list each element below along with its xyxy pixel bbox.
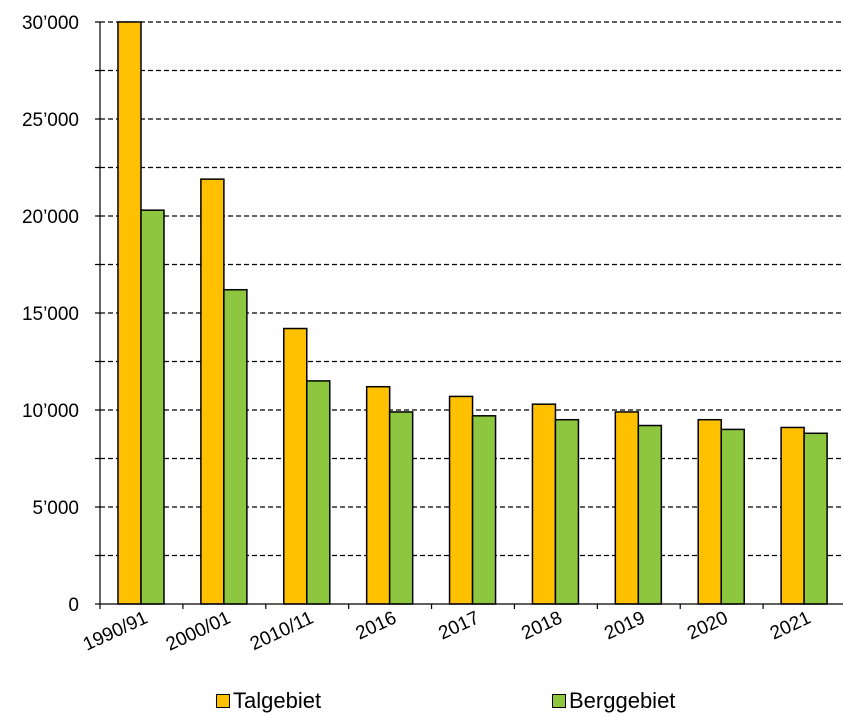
legend-label-talgebiet: Talgebiet	[233, 688, 322, 713]
legend-swatch-berggebiet	[552, 694, 566, 708]
x-tick-label: 2021	[767, 607, 814, 644]
bar-talgebiet-2010-11	[283, 327, 308, 605]
bar-berggebiet-2018	[554, 418, 580, 605]
y-tick-label: 5’000	[33, 498, 80, 519]
bar-berggebiet-2021	[803, 432, 828, 605]
x-tick-labels: 1990/91 2000/01 2010/11 2016 2017 2018 2019 202…	[80, 607, 814, 655]
bar-talgebiet-2000-01	[200, 178, 225, 605]
y-tick-labels: 0 5’000 10’000 15’000 20’000 25’000 30’000	[22, 13, 79, 616]
bar-talgebiet-2020	[697, 418, 722, 605]
bar-talgebiet-2016	[365, 385, 391, 605]
bar-berggebiet-2019	[637, 424, 663, 605]
legend-swatch-talgebiet	[216, 694, 230, 708]
x-tick-label: 2018	[518, 607, 565, 644]
bar-berggebiet-2016	[388, 411, 414, 605]
x-tick-label: 2000/01	[163, 607, 234, 655]
axes	[95, 21, 843, 609]
bar-talgebiet-2019	[614, 411, 640, 605]
x-tick-label: 2010/11	[247, 607, 317, 654]
x-tick-label: 1990/91	[80, 607, 151, 655]
x-tick-label: 2019	[601, 607, 648, 644]
bar-talgebiet-2018	[531, 403, 557, 605]
bar-berggebiet-2000-01	[223, 288, 248, 605]
x-tick-label: 2016	[353, 607, 400, 644]
legend-item-talgebiet: Talgebiet	[216, 688, 321, 714]
legend-item-berggebiet: Berggebiet	[552, 688, 675, 714]
y-tick-label: 20’000	[22, 207, 79, 228]
bar-berggebiet-2010-11	[306, 380, 331, 605]
y-tick-label: 0	[68, 595, 79, 616]
y-tick-label: 30’000	[22, 13, 79, 34]
bar-berggebiet-2020	[720, 428, 745, 605]
bar-berggebiet-1990-91	[140, 209, 165, 605]
y-tick-label: 15’000	[22, 304, 79, 325]
bar-talgebiet-2021	[780, 426, 805, 605]
y-tick-label: 25’000	[22, 110, 79, 131]
x-tick-label: 2020	[684, 607, 731, 644]
bar-talgebiet-2017	[448, 395, 474, 605]
bar-talgebiet-1990-91	[117, 21, 142, 605]
x-tick-label: 2017	[435, 607, 482, 644]
legend-label-berggebiet: Berggebiet	[569, 688, 676, 713]
bar-berggebiet-2017	[471, 415, 497, 605]
y-tick-label: 10’000	[22, 401, 79, 422]
